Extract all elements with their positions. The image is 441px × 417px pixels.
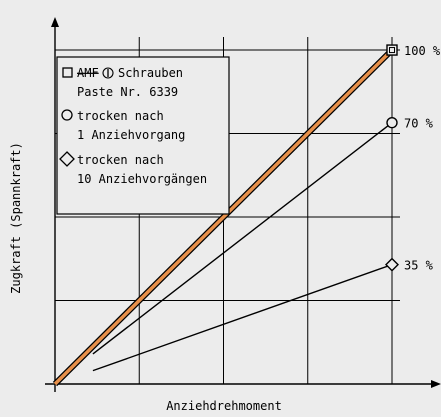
- legend-entry-3-line-2: 10 Anziehvorgängen: [77, 172, 207, 186]
- x-axis-label: Anziehdrehmoment: [166, 399, 282, 413]
- series-markers: [385, 44, 399, 272]
- brand-logo-circle: [102, 67, 114, 79]
- legend-entry-1-line-2: Paste Nr. 6339: [77, 85, 178, 99]
- series-line-diamond: [92, 263, 393, 372]
- legend-entry-1-line-1: Schrauben: [118, 66, 183, 80]
- legend-entry-2-line-1: trocken nach: [77, 109, 164, 123]
- legend: AMF Schrauben Paste Nr. 6339 trocken nac…: [56, 56, 230, 215]
- brand-logo-text: AMF: [77, 66, 99, 80]
- legend-diamond-marker: [59, 151, 75, 167]
- series-end-label: 35 %: [404, 259, 434, 273]
- series-end-label: 70 %: [404, 117, 434, 131]
- series-marker-circle: [386, 116, 398, 129]
- axes: [45, 17, 441, 392]
- y-axis-label: Zugkraft (Spannkraft): [9, 142, 23, 294]
- legend-square-marker: [62, 67, 73, 78]
- series-end-label: 100 %: [404, 44, 441, 58]
- series-marker-diamond: [385, 257, 399, 272]
- series-marker-square-inner: [389, 47, 395, 54]
- end-labels: 100 % 70 % 35 %: [404, 44, 441, 273]
- series-line-square: [53, 48, 394, 386]
- x-axis-arrow: [431, 380, 441, 388]
- series-line-circle: [92, 122, 393, 355]
- series-lines: [52, 47, 395, 387]
- legend-circle-marker: [61, 109, 73, 121]
- brand-logo: AMF: [77, 66, 114, 80]
- series-marker-square: [386, 44, 398, 56]
- y-axis-arrow: [51, 17, 59, 27]
- legend-box: [56, 56, 230, 215]
- legend-entry-2-line-2: 1 Anziehvorgang: [77, 128, 185, 142]
- legend-entry-3-line-1: trocken nach: [77, 153, 164, 167]
